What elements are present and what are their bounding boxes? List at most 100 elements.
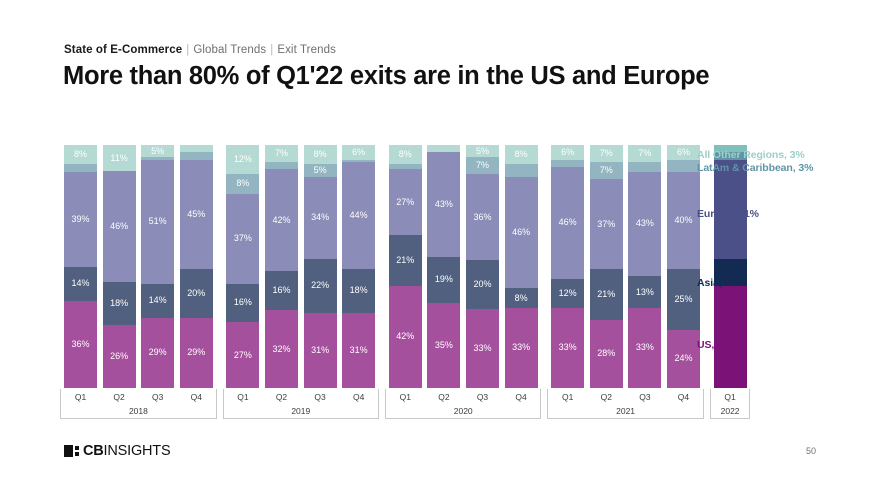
legend-item-us: US, 42% <box>697 339 738 351</box>
segment-latam-caribbean <box>667 159 700 172</box>
segment-value-label: 32% <box>272 343 291 354</box>
segment-all-other-regions <box>713 145 747 153</box>
breadcrumb-separator-1: | <box>186 44 190 56</box>
axis-tick-q2-2018: Q2 <box>113 392 125 402</box>
segment-value-label: 46% <box>512 226 531 237</box>
segment-value-label: 5% <box>151 145 165 156</box>
axis-group-2020: Q1 Q2 Q3 Q4 2020 <box>385 389 542 419</box>
segment-us: 33% <box>628 307 662 388</box>
segment-us: 36% <box>64 300 97 388</box>
axis-tick-q3-2019: Q3 <box>314 392 326 402</box>
segment-us: 32% <box>265 310 298 388</box>
segment-value-label: 8% <box>514 149 528 160</box>
bar-q1-2019[interactable]: 27% 16% 37% 8% 12% <box>226 145 260 388</box>
logo-text-insights: INSIGHTS <box>103 443 171 459</box>
segment-europe: 42% <box>265 169 298 272</box>
stacked-bar-chart: 36% 14% 39% 8% 26% 18% 46% 11% 29% 14% 51% 5% 29% 20%… <box>64 145 747 388</box>
axis-tick-q1-2020: Q1 <box>399 392 411 402</box>
bar-q3-2021[interactable]: 33% 13% 43% 7% <box>628 145 662 388</box>
bar-q3-2018[interactable]: 29% 14% 51% 5% <box>141 145 175 388</box>
bar-q2-2020[interactable]: 35% 19% 43% <box>427 145 461 388</box>
segment-value-label: 36% <box>473 211 492 222</box>
legend-item-latam-caribbean: LatAm & Caribbean, 3% <box>697 162 814 174</box>
segment-value-label: 8% <box>313 149 327 160</box>
bar-q1-2020[interactable]: 42% 21% 27% 8% <box>388 145 422 388</box>
segment-value-label: 8% <box>236 178 250 189</box>
segment-value-label: 27% <box>396 196 415 207</box>
segment-value-label: 16% <box>272 285 291 296</box>
segment-asia: 8% <box>504 288 538 308</box>
segment-all-other-regions <box>427 145 461 153</box>
segment-asia: 25% <box>667 268 700 330</box>
page-number: 50 <box>806 446 817 456</box>
segment-europe <box>713 159 747 260</box>
segment-value-label: 29% <box>148 347 167 358</box>
segment-us <box>713 285 747 388</box>
segment-us: 24% <box>667 329 700 388</box>
segment-value-label: 5% <box>313 165 327 176</box>
bar-q3-2019[interactable]: 31% 22% 34% 5% 8% <box>303 145 337 388</box>
bar-q2-2018[interactable]: 26% 18% 46% 11% <box>102 145 136 388</box>
bar-q2-2019[interactable]: 32% 16% 42% 7% <box>265 145 298 388</box>
segment-value-label: 7% <box>274 148 288 159</box>
axis-group-2018: Q1 Q2 Q3 Q4 2018 <box>60 389 217 419</box>
logo-text-cb: CB <box>83 443 104 459</box>
legend-item-europe: Europe, 41% <box>697 208 759 220</box>
segment-value-label: 29% <box>187 347 206 358</box>
segment-all-other-regions: 8% <box>504 145 538 165</box>
axis-tick-q1-2019: Q1 <box>237 392 249 402</box>
bar-q1-2018[interactable]: 36% 14% 39% 8% <box>64 145 97 388</box>
segment-value-label: 21% <box>597 288 616 299</box>
breadcrumb-section: State of E-Commerce <box>64 44 183 56</box>
segment-all-other-regions <box>179 145 213 153</box>
segment-all-other-regions: 6% <box>342 145 376 160</box>
segment-value-label: 7% <box>475 159 489 170</box>
chart-legend: All Other Regions, 3% LatAm & Caribbean, … <box>697 145 875 388</box>
bar-q1-2021[interactable]: 33% 12% 46% 6% <box>551 145 585 388</box>
axis-quarter-row: Q1 Q2 Q3 Q4 <box>224 389 378 406</box>
segment-latam-caribbean <box>141 157 175 160</box>
segment-asia: 12% <box>551 278 585 308</box>
axis-tick-q3-2021: Q3 <box>639 392 651 402</box>
bar-q4-2021[interactable]: 24% 25% 40% 6% <box>667 145 700 388</box>
segment-value-label: 6% <box>352 146 366 157</box>
segment-latam-caribbean: 7% <box>466 157 499 174</box>
bar-q4-2020[interactable]: 33% 8% 46% 8% <box>504 145 538 388</box>
axis-tick-q2-2021: Q2 <box>600 392 612 402</box>
bar-q1-2022[interactable] <box>713 145 747 388</box>
axis-year-label-2022: 2022 <box>720 406 740 416</box>
axis-tick-q1-2021: Q1 <box>562 392 574 402</box>
segment-all-other-regions: 7% <box>265 145 298 163</box>
segment-value-label: 5% <box>475 145 489 156</box>
segment-europe: 43% <box>628 171 662 277</box>
axis-tick-q3-2018: Q3 <box>152 392 164 402</box>
segment-value-label: 18% <box>110 298 129 309</box>
segment-value-label: 36% <box>71 338 90 349</box>
segment-value-label: 40% <box>674 214 693 225</box>
segment-us: 33% <box>551 307 585 388</box>
segment-asia: 14% <box>141 283 175 318</box>
axis-tick-q1-2022: Q1 <box>724 392 736 402</box>
segment-all-other-regions: 7% <box>589 145 623 163</box>
segment-latam-caribbean <box>713 152 747 160</box>
segment-value-label: 20% <box>473 279 492 290</box>
segment-europe: 46% <box>102 171 136 283</box>
segment-asia: 21% <box>388 234 422 286</box>
segment-value-label: 46% <box>558 217 577 228</box>
segment-all-other-regions: 7% <box>628 145 662 163</box>
segment-latam-caribbean <box>342 159 376 163</box>
segment-value-label: 12% <box>233 154 252 165</box>
bar-q4-2019[interactable]: 31% 18% 44% 6% <box>342 145 376 388</box>
axis-tick-q1-2018: Q1 <box>74 392 87 402</box>
segment-europe: 40% <box>667 171 700 269</box>
segment-asia: 13% <box>628 276 662 308</box>
segment-us: 31% <box>303 312 337 388</box>
bar-q3-2020[interactable]: 33% 20% 36% 7% 5% <box>466 145 499 388</box>
segment-latam-caribbean <box>179 152 213 160</box>
bar-q4-2018[interactable]: 29% 20% 45% <box>179 145 213 388</box>
segment-all-other-regions: 8% <box>388 145 422 165</box>
bar-q2-2021[interactable]: 28% 21% 37% 7% 7% <box>589 145 623 388</box>
axis-tick-q2-2020: Q2 <box>438 392 450 402</box>
segment-us: 35% <box>427 302 461 388</box>
segment-value-label: 39% <box>71 213 90 224</box>
